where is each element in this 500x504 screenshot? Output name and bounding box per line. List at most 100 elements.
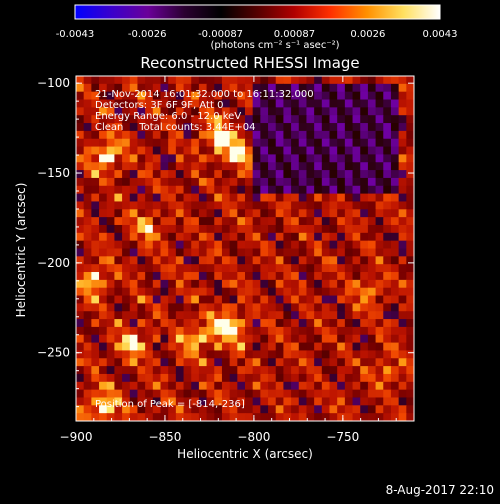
heatmap-cell bbox=[191, 154, 200, 163]
heatmap-cell bbox=[99, 115, 108, 124]
heatmap-cell bbox=[298, 295, 307, 304]
heatmap-cell bbox=[237, 162, 246, 171]
heatmap-cell bbox=[360, 287, 369, 297]
colorbar-gradient bbox=[74, 4, 441, 20]
heatmap-cell bbox=[314, 311, 323, 320]
heatmap-cell bbox=[129, 256, 138, 265]
heatmap-cell bbox=[406, 201, 414, 210]
heatmap-cell bbox=[106, 138, 115, 148]
x-tick-label: −900 bbox=[60, 430, 93, 444]
heatmap-cell bbox=[106, 209, 115, 218]
heatmap-cell bbox=[329, 287, 338, 297]
heatmap-cell bbox=[191, 76, 200, 85]
heatmap-cell bbox=[245, 209, 254, 218]
heatmap-cell bbox=[229, 170, 238, 179]
heatmap-cell bbox=[406, 224, 414, 234]
heatmap-cell bbox=[229, 413, 238, 421]
heatmap-cell bbox=[329, 115, 338, 124]
heatmap-cell bbox=[237, 397, 246, 406]
heatmap-cell bbox=[375, 389, 384, 398]
heatmap-cell bbox=[260, 185, 269, 195]
heatmap-cell bbox=[268, 99, 277, 108]
heatmap-cell bbox=[252, 130, 261, 140]
heatmap-cell bbox=[298, 201, 307, 210]
heatmap-cell bbox=[367, 334, 377, 344]
heatmap-cell bbox=[321, 366, 330, 375]
heatmap-cell bbox=[337, 350, 346, 359]
heatmap-cell bbox=[344, 209, 354, 218]
heatmap-cell bbox=[152, 115, 161, 124]
heatmap-cell bbox=[344, 123, 354, 132]
heatmap-cell bbox=[275, 99, 284, 108]
heatmap-cell bbox=[406, 232, 414, 242]
heatmap-cell bbox=[99, 240, 108, 249]
heatmap-cell bbox=[206, 232, 215, 242]
heatmap-cell bbox=[344, 319, 354, 328]
heatmap-cell bbox=[306, 295, 315, 304]
heatmap-cell bbox=[106, 170, 115, 179]
heatmap-cell bbox=[344, 303, 354, 312]
heatmap-cell bbox=[321, 107, 330, 116]
heatmap-cell bbox=[229, 123, 238, 132]
heatmap-cell bbox=[229, 373, 238, 383]
heatmap-cell bbox=[406, 397, 414, 406]
heatmap-cell bbox=[314, 115, 323, 124]
heatmap-cell bbox=[268, 381, 277, 391]
heatmap-cell bbox=[268, 279, 277, 289]
heatmap-cell bbox=[329, 107, 338, 116]
heatmap-cell bbox=[83, 366, 92, 375]
heatmap-cell bbox=[360, 381, 369, 391]
heatmap-cell bbox=[145, 303, 154, 312]
heatmap-cell bbox=[406, 279, 414, 289]
heatmap-cell bbox=[175, 264, 185, 273]
heatmap-cell bbox=[91, 99, 100, 108]
heatmap-cell bbox=[145, 334, 154, 344]
heatmap-cell bbox=[145, 240, 154, 249]
heatmap-cell bbox=[390, 342, 400, 351]
heatmap-cell bbox=[76, 177, 85, 187]
heatmap-cell bbox=[268, 350, 277, 359]
heatmap-cell bbox=[398, 185, 407, 195]
heatmap-cell bbox=[352, 397, 361, 406]
heatmap-cell bbox=[367, 303, 377, 312]
heatmap-cell bbox=[198, 123, 208, 132]
heatmap-cell bbox=[329, 272, 338, 281]
heatmap-cell bbox=[321, 256, 330, 265]
heatmap-cell bbox=[237, 224, 246, 234]
heatmap-cell bbox=[275, 130, 284, 140]
heatmap-cell bbox=[83, 287, 92, 297]
heatmap-cell bbox=[306, 373, 315, 383]
x-axis-label: Heliocentric X (arcsec) bbox=[177, 447, 313, 461]
heatmap-cell bbox=[152, 311, 161, 320]
heatmap-cell bbox=[275, 295, 284, 304]
heatmap-cell bbox=[76, 405, 85, 414]
heatmap-cell bbox=[260, 405, 269, 414]
heatmap-cell bbox=[183, 287, 192, 297]
heatmap-cell bbox=[137, 397, 146, 406]
heatmap-cell bbox=[229, 201, 238, 210]
heatmap-cell bbox=[129, 272, 138, 281]
heatmap-cell bbox=[191, 389, 200, 398]
heatmap-cell bbox=[398, 272, 407, 281]
heatmap-cell bbox=[160, 373, 169, 383]
heatmap-cell bbox=[206, 358, 215, 367]
heatmap-cell bbox=[306, 381, 315, 391]
heatmap-cell bbox=[260, 287, 269, 297]
heatmap-cell bbox=[229, 138, 238, 148]
heatmap-cell bbox=[160, 185, 169, 195]
heatmap-cell bbox=[260, 319, 269, 328]
heatmap-cell bbox=[329, 209, 338, 218]
heatmap-cell bbox=[229, 334, 238, 344]
heatmap-cell bbox=[168, 83, 177, 93]
colorbar-units: (photons cm⁻² s⁻¹ asec⁻²) bbox=[210, 40, 339, 51]
heatmap-cell bbox=[291, 123, 300, 132]
heatmap-cell bbox=[406, 373, 414, 383]
heatmap-cell bbox=[375, 130, 384, 140]
heatmap-cell bbox=[99, 91, 108, 101]
heatmap-cell bbox=[260, 334, 269, 344]
heatmap-cell bbox=[390, 91, 400, 101]
heatmap-cell bbox=[175, 177, 185, 187]
heatmap-cell bbox=[390, 413, 400, 421]
heatmap-cell bbox=[106, 279, 115, 289]
heatmap-cell bbox=[145, 248, 154, 257]
